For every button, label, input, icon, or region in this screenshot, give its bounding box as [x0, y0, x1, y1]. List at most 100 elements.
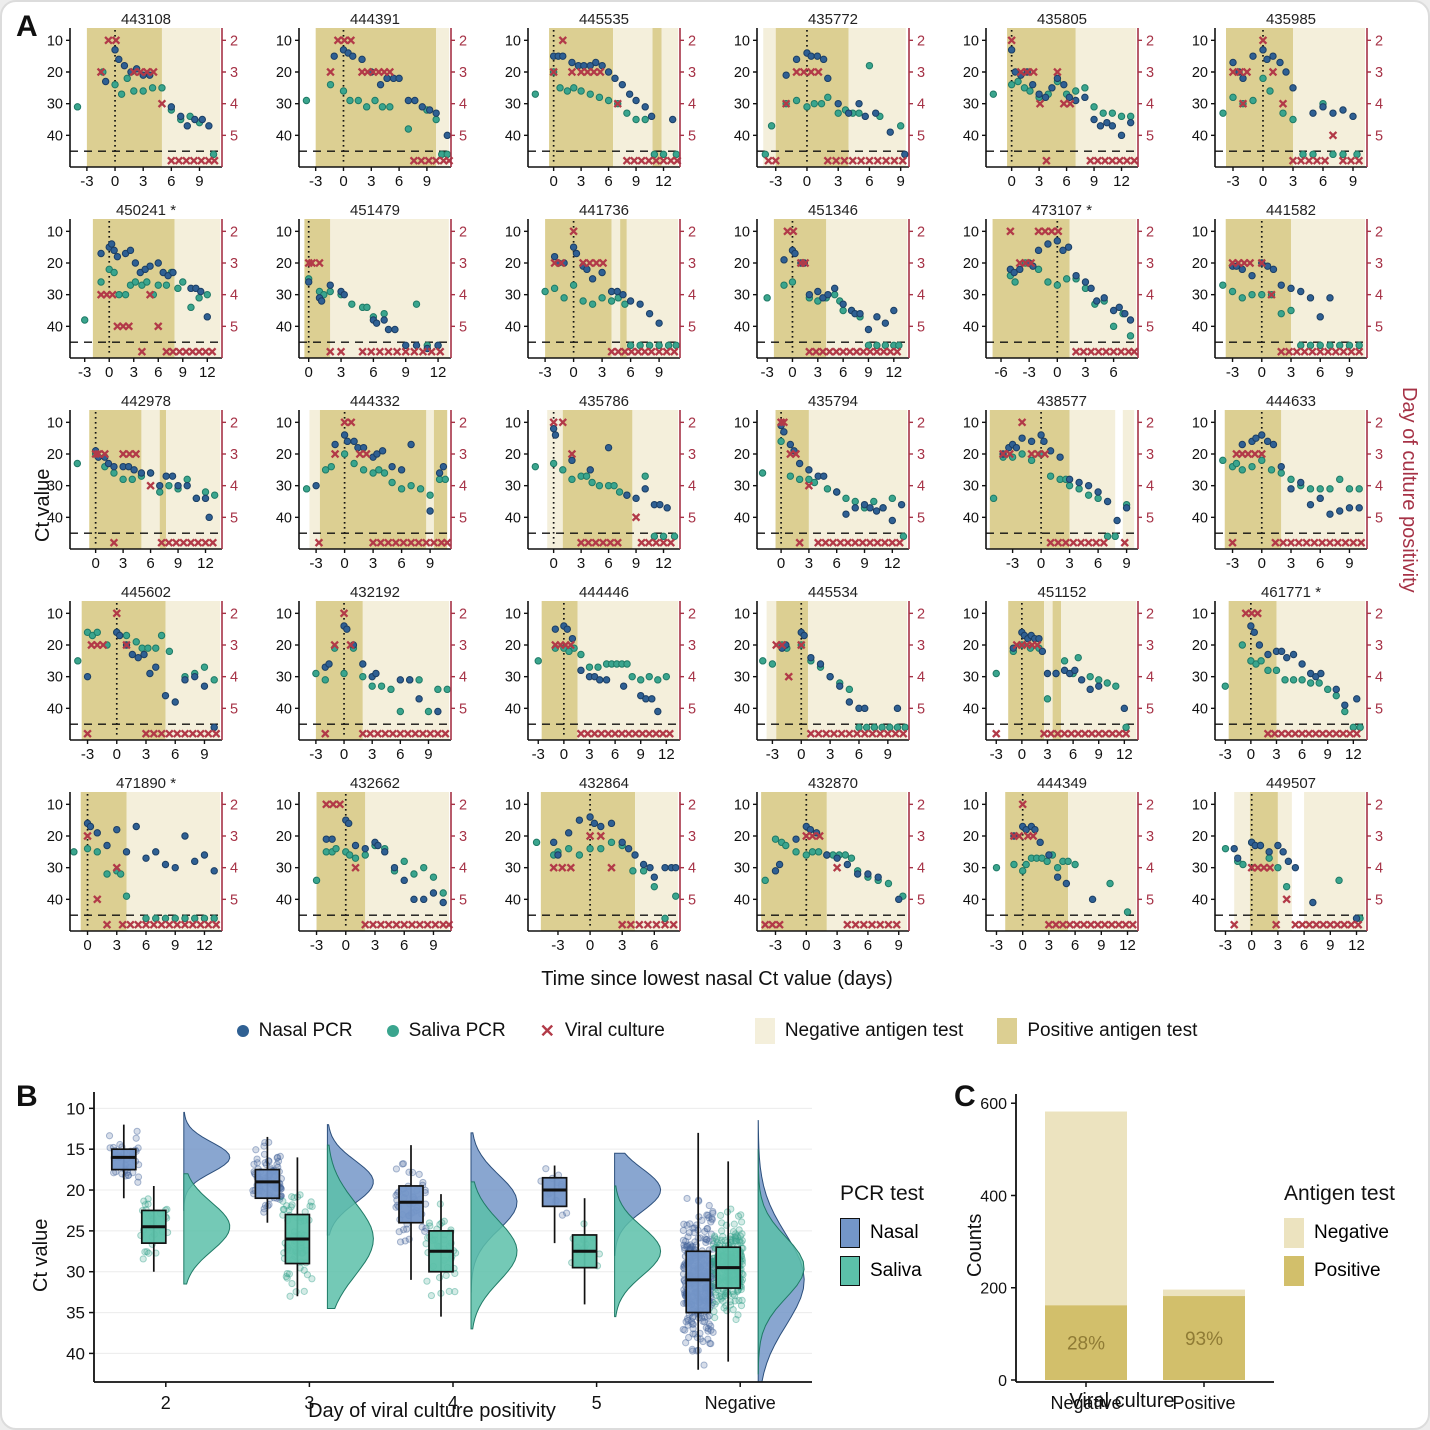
svg-text:40: 40 — [276, 319, 292, 335]
svg-text:0: 0 — [803, 173, 811, 190]
svg-text:10: 10 — [505, 606, 521, 622]
svg-text:0: 0 — [549, 173, 557, 190]
svg-text:3: 3 — [814, 364, 822, 381]
svg-text:461771 *: 461771 * — [1261, 584, 1321, 601]
svg-text:20: 20 — [276, 638, 292, 654]
svg-text:30: 30 — [505, 861, 521, 877]
svg-text:9: 9 — [1345, 555, 1353, 572]
svg-text:40: 40 — [963, 319, 979, 335]
panel-c-legend: Antigen test Negative Positive — [1284, 1182, 1395, 1294]
svg-text:30: 30 — [734, 861, 750, 877]
svg-text:30: 30 — [505, 670, 521, 686]
svg-text:12: 12 — [197, 555, 214, 572]
svg-text:5: 5 — [1375, 892, 1383, 908]
svg-text:0: 0 — [305, 364, 313, 381]
svg-text:10: 10 — [963, 33, 979, 49]
svg-text:451152: 451152 — [1038, 584, 1087, 601]
svg-text:443108: 443108 — [121, 11, 171, 28]
svg-text:30: 30 — [276, 670, 292, 686]
svg-text:450241 *: 450241 * — [116, 202, 176, 219]
svg-text:3: 3 — [1375, 829, 1383, 845]
svg-text:6: 6 — [650, 937, 658, 954]
svg-text:-3: -3 — [990, 937, 1003, 954]
svg-text:40: 40 — [47, 319, 63, 335]
svg-text:4: 4 — [1375, 861, 1383, 877]
svg-text:40: 40 — [963, 128, 979, 144]
svg-text:6: 6 — [1069, 746, 1077, 763]
svg-text:3: 3 — [1065, 555, 1073, 572]
svg-text:10: 10 — [66, 1099, 85, 1118]
svg-text:2: 2 — [688, 606, 696, 622]
svg-text:-3: -3 — [769, 937, 782, 954]
svg-text:438577: 438577 — [1037, 393, 1087, 410]
subplot-444633: 444633 10 20 30 40 2 3 4 5 -3 0 3 6 9 — [1192, 393, 1383, 572]
svg-text:0: 0 — [797, 746, 805, 763]
svg-text:40: 40 — [276, 128, 292, 144]
svg-text:0: 0 — [111, 173, 119, 190]
svg-text:9: 9 — [424, 746, 432, 763]
svg-text:6: 6 — [839, 364, 847, 381]
svg-text:30: 30 — [734, 670, 750, 686]
subplot-449507: 449507 10 20 30 40 2 3 4 5 -3 0 3 6 9 12 — [1192, 775, 1383, 954]
svg-text:3: 3 — [805, 555, 813, 572]
panel-b-y-axis-label: Ct value — [30, 1218, 52, 1292]
svg-text:4: 4 — [459, 670, 467, 686]
svg-text:20: 20 — [505, 256, 521, 272]
svg-text:5: 5 — [917, 128, 925, 144]
svg-text:30: 30 — [734, 479, 750, 495]
svg-text:20: 20 — [47, 447, 63, 463]
svg-text:12: 12 — [430, 364, 447, 381]
panel-b-letter: B — [16, 1080, 38, 1113]
svg-text:9: 9 — [429, 937, 437, 954]
svg-text:4: 4 — [1146, 97, 1154, 113]
svg-text:6: 6 — [1071, 937, 1079, 954]
svg-text:5: 5 — [917, 319, 925, 335]
svg-text:9: 9 — [1122, 555, 1130, 572]
svg-text:3: 3 — [459, 65, 467, 81]
svg-text:9: 9 — [171, 937, 179, 954]
svg-text:3: 3 — [688, 447, 696, 463]
svg-text:2: 2 — [1146, 797, 1154, 813]
svg-text:2: 2 — [917, 33, 925, 49]
svg-text:10: 10 — [734, 33, 750, 49]
positive-antigen-swatch-icon — [997, 1018, 1018, 1044]
svg-text:9: 9 — [402, 364, 410, 381]
svg-text:441736: 441736 — [579, 202, 629, 219]
svg-text:3: 3 — [618, 937, 626, 954]
svg-text:2: 2 — [917, 415, 925, 431]
nasal-swatch-icon — [840, 1218, 860, 1248]
svg-text:40: 40 — [963, 510, 979, 526]
svg-text:0: 0 — [1248, 937, 1256, 954]
svg-text:3: 3 — [1146, 256, 1154, 272]
svg-text:0: 0 — [91, 555, 99, 572]
svg-text:20: 20 — [963, 65, 979, 81]
svg-text:20: 20 — [963, 256, 979, 272]
svg-text:4: 4 — [917, 288, 925, 304]
svg-text:30: 30 — [963, 97, 979, 113]
subplot-442978: 442978 10 20 30 40 2 3 4 5 0 3 6 9 12 — [47, 393, 238, 572]
svg-text:6: 6 — [154, 364, 162, 381]
svg-text:3: 3 — [371, 937, 379, 954]
svg-text:15: 15 — [66, 1140, 85, 1159]
svg-text:449507: 449507 — [1266, 775, 1316, 792]
svg-text:9: 9 — [174, 555, 182, 572]
svg-text:0: 0 — [83, 937, 91, 954]
svg-text:5: 5 — [592, 1393, 602, 1413]
svg-text:5: 5 — [230, 319, 238, 335]
svg-text:4: 4 — [917, 479, 925, 495]
svg-text:4: 4 — [1375, 479, 1383, 495]
svg-text:3: 3 — [1146, 447, 1154, 463]
svg-text:4: 4 — [688, 861, 696, 877]
svg-text:-3: -3 — [1219, 746, 1232, 763]
svg-text:2: 2 — [161, 1393, 171, 1413]
svg-text:435985: 435985 — [1266, 11, 1316, 28]
svg-text:0: 0 — [788, 364, 796, 381]
svg-text:4: 4 — [230, 670, 238, 686]
svg-text:40: 40 — [505, 128, 521, 144]
svg-text:2: 2 — [230, 606, 238, 622]
legend-item-positive-antigen: Positive antigen test — [997, 1018, 1197, 1044]
svg-text:3: 3 — [1146, 829, 1154, 845]
svg-text:5: 5 — [230, 892, 238, 908]
legend-label: Viral culture — [564, 1020, 665, 1041]
